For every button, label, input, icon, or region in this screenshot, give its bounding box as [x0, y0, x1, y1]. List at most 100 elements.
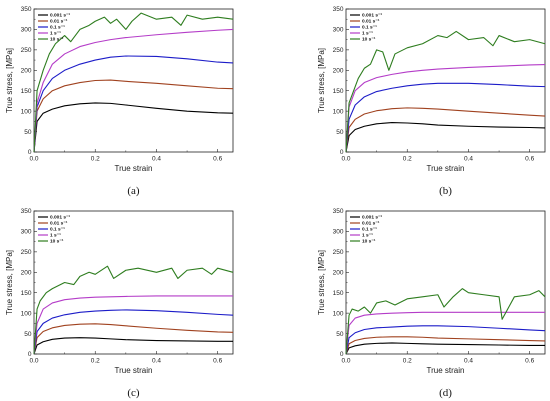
- series-line-4: [345, 311, 545, 355]
- legend-label: 1 s⁻¹: [362, 233, 373, 239]
- x-tick-label: 0.4: [152, 156, 161, 163]
- series-line-3: [33, 55, 234, 153]
- y-tick-label: 250: [333, 47, 344, 54]
- series-line-1: [33, 102, 234, 153]
- plot-frame: [33, 210, 234, 355]
- x-tick-label: 0.4: [152, 358, 161, 365]
- legend-label: 10 s⁻¹: [50, 37, 64, 43]
- y-tick-label: 100: [21, 310, 32, 317]
- series-line-3: [345, 325, 546, 355]
- y-tick-label: 250: [21, 47, 32, 54]
- y-tick-label: 0: [340, 351, 344, 358]
- series-line-5: [33, 265, 234, 355]
- series-line-4: [33, 28, 234, 153]
- legend-label: 1 s⁻¹: [50, 31, 61, 37]
- y-axis-label: True stress, [MPa]: [317, 250, 326, 315]
- series-line-1: [345, 122, 546, 153]
- legend-label: 0.01 s⁻¹: [50, 221, 68, 227]
- legend-label: 0.1 s⁻¹: [362, 25, 377, 31]
- plot-frame: [345, 8, 546, 153]
- x-tick-label: 0.0: [29, 358, 38, 365]
- y-tick-label: 100: [333, 310, 344, 317]
- y-tick-label: 150: [21, 290, 32, 297]
- legend-label: 0.1 s⁻¹: [50, 25, 65, 31]
- series-line-2: [345, 107, 546, 153]
- legend-label: 1 s⁻¹: [50, 233, 61, 239]
- x-axis-label: True strain: [427, 164, 465, 173]
- y-axis-label: True stress, [MPa]: [5, 250, 14, 315]
- plot-frame: [33, 8, 234, 153]
- y-tick-label: 50: [24, 331, 32, 338]
- chart-panel-2: 0 50 100 150 200 250 300 350 0.0 0.2 0.4 0.6 True st…: [317, 6, 546, 197]
- x-tick-label: 0.4: [464, 358, 473, 365]
- y-axis-label: True stress, [MPa]: [5, 48, 14, 113]
- series-line-4: [33, 295, 233, 355]
- legend-label: 0.01 s⁻¹: [362, 19, 380, 25]
- series-line-2: [33, 79, 234, 153]
- x-tick-label: 0.0: [341, 358, 350, 365]
- y-tick-label: 150: [333, 88, 344, 95]
- y-tick-label: 300: [21, 27, 32, 34]
- chart-panel-3: 0 50 100 150 200 250 300 350 0.0 0.2 0.4 0.6 True st…: [5, 208, 234, 399]
- y-tick-label: 350: [21, 208, 32, 215]
- panel-label: (d): [439, 387, 452, 399]
- y-tick-label: 100: [333, 108, 344, 115]
- legend-label: 0.01 s⁻¹: [362, 221, 380, 227]
- x-axis-label: True strain: [427, 366, 465, 375]
- x-tick-label: 0.6: [525, 358, 534, 365]
- x-tick-label: 0.6: [213, 358, 222, 365]
- x-tick-label: 0.2: [403, 156, 412, 163]
- panel-label: (b): [439, 185, 452, 197]
- y-tick-label: 200: [21, 269, 32, 276]
- y-tick-label: 150: [333, 290, 344, 297]
- series-line-4: [345, 64, 546, 153]
- chart-panel-1: 0 50 100 150 200 250 300 350 0.0 0.2 0.4 0.6 True st…: [5, 6, 234, 197]
- legend-label: 10 s⁻¹: [362, 37, 376, 43]
- x-tick-label: 0.6: [525, 156, 534, 163]
- x-tick-label: 0.0: [29, 156, 38, 163]
- y-tick-label: 50: [24, 129, 32, 136]
- series-line-2: [345, 336, 546, 355]
- legend-label: 0.001 s⁻¹: [362, 215, 383, 221]
- x-axis-label: True strain: [115, 366, 153, 375]
- x-tick-label: 0.0: [341, 156, 350, 163]
- legend-label: 0.001 s⁻¹: [362, 13, 383, 19]
- series-line-3: [345, 82, 546, 153]
- legend-label: 10 s⁻¹: [362, 239, 376, 245]
- x-tick-label: 0.2: [91, 358, 100, 365]
- panel-label: (a): [127, 185, 140, 197]
- legend-label: 0.1 s⁻¹: [362, 227, 377, 233]
- series-line-5: [33, 12, 234, 153]
- series-line-5: [345, 30, 546, 153]
- legend-label: 0.001 s⁻¹: [50, 215, 71, 221]
- y-tick-label: 300: [333, 27, 344, 34]
- x-tick-label: 0.2: [91, 156, 100, 163]
- y-tick-label: 350: [333, 6, 344, 13]
- y-axis-label: True stress, [MPa]: [317, 48, 326, 113]
- y-tick-label: 350: [21, 6, 32, 13]
- y-tick-label: 300: [333, 229, 344, 236]
- legend-label: 10 s⁻¹: [50, 239, 64, 245]
- series-line-1: [33, 337, 233, 355]
- chart-panel-4: 0 50 100 150 200 250 300 350 0.0 0.2 0.4 0.6 True st…: [317, 208, 546, 399]
- x-tick-label: 0.6: [213, 156, 222, 163]
- y-tick-label: 200: [333, 269, 344, 276]
- legend-label: 1 s⁻¹: [362, 31, 373, 37]
- y-tick-label: 250: [333, 249, 344, 256]
- series-line-5: [345, 288, 546, 355]
- x-tick-label: 0.4: [464, 156, 473, 163]
- y-tick-label: 0: [28, 351, 32, 358]
- y-tick-label: 250: [21, 249, 32, 256]
- y-tick-label: 150: [21, 88, 32, 95]
- panel-label: (c): [127, 387, 140, 399]
- y-tick-label: 0: [28, 149, 32, 156]
- y-tick-label: 50: [336, 331, 344, 338]
- series-line-3: [33, 309, 234, 355]
- y-tick-label: 300: [21, 229, 32, 236]
- y-tick-label: 0: [340, 149, 344, 156]
- legend-label: 0.01 s⁻¹: [50, 19, 68, 25]
- x-tick-label: 0.2: [403, 358, 412, 365]
- y-tick-label: 200: [21, 67, 32, 74]
- x-axis-label: True strain: [115, 164, 153, 173]
